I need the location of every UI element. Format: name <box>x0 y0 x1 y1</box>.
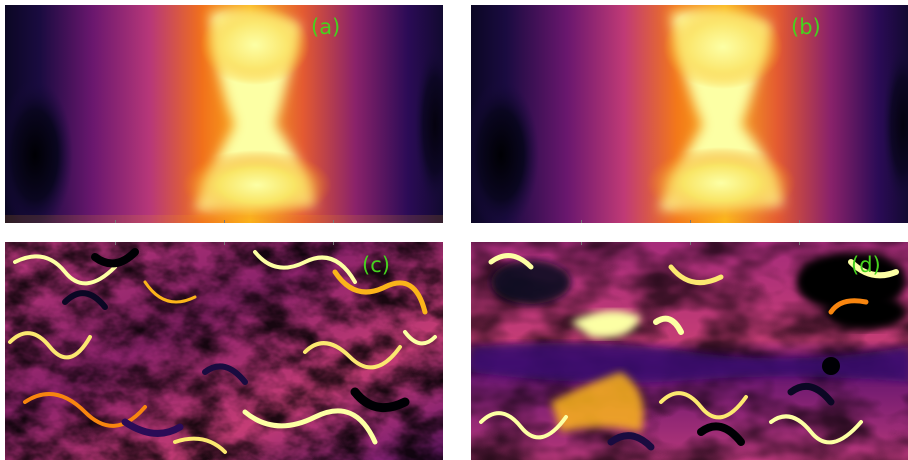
panel-b-field <box>471 5 908 223</box>
axis-tick <box>224 242 225 245</box>
panel-a: (a) <box>5 5 443 223</box>
panel-b-label: (b) <box>791 15 821 39</box>
axis-tick <box>115 242 116 245</box>
panel-a-label: (a) <box>311 15 341 39</box>
axis-tick <box>333 242 334 245</box>
axis-tick <box>690 242 691 245</box>
axis-tick <box>799 242 800 245</box>
axis-tick <box>224 220 225 223</box>
panel-a-field <box>5 5 443 223</box>
axis-tick <box>799 220 800 223</box>
axis-tick <box>115 220 116 223</box>
axis-tick <box>333 220 334 223</box>
panel-c-label: (c) <box>362 253 390 277</box>
panel-d-label: (d) <box>851 253 881 277</box>
panel-d-field <box>471 242 908 460</box>
panel-d: (d) <box>471 242 908 460</box>
panel-c-field <box>5 242 443 460</box>
axis-tick <box>581 242 582 245</box>
axis-tick <box>690 220 691 223</box>
panel-c: (c) <box>5 242 443 460</box>
axis-tick <box>581 220 582 223</box>
panel-b: (b) <box>471 5 908 223</box>
